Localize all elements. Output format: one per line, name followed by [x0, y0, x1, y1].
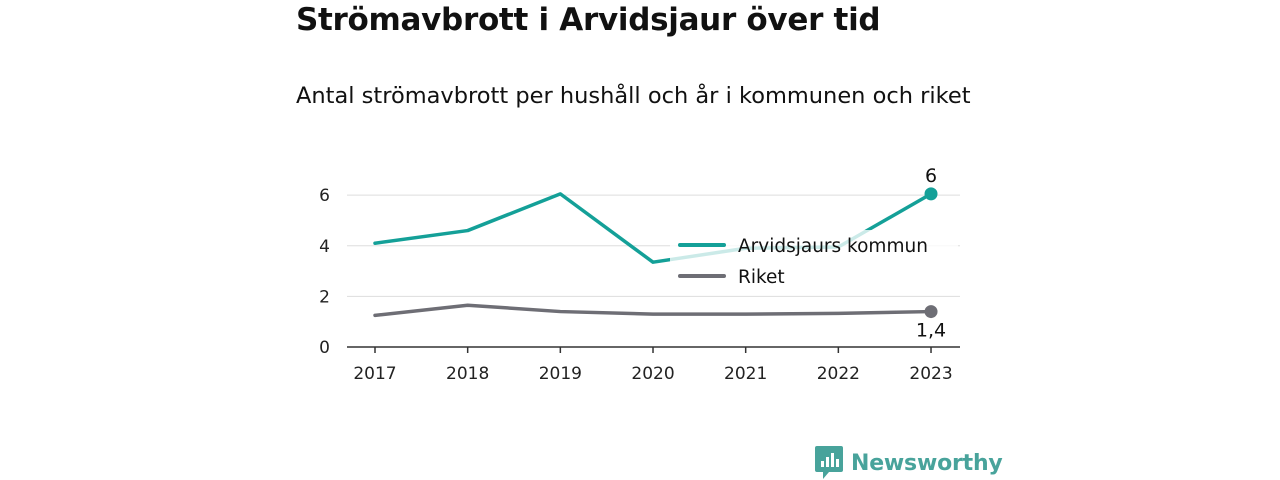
x-tick-label: 2021 — [724, 364, 767, 384]
x-tick-label: 2019 — [539, 364, 582, 384]
brand-name: Newsworthy — [851, 450, 1003, 476]
x-tick-label: 2018 — [446, 364, 489, 384]
line-chart: 0 2 4 6 2017 2018 2019 2020 2021 2022 2023 6 1,4 Arvi… — [319, 165, 960, 384]
legend-label: Arvidsjaurs kommun — [738, 236, 928, 257]
chart-subtitle: Antal strömavbrott per hushåll och år i … — [296, 83, 971, 109]
y-tick-label: 6 — [319, 186, 330, 206]
y-tick-label: 4 — [319, 237, 330, 257]
brand-logo: Newsworthy — [815, 446, 1003, 480]
newsworthy-logo-icon — [815, 446, 843, 479]
x-tick-label: 2017 — [353, 364, 396, 384]
y-tick-label: 0 — [319, 338, 330, 358]
x-tick-label: 2023 — [909, 364, 952, 384]
series-end-marker — [924, 187, 938, 201]
legend-label: Riket — [738, 267, 785, 288]
series-end-label: 1,4 — [916, 320, 946, 342]
y-tick-label: 2 — [319, 287, 330, 307]
x-tick-label: 2020 — [631, 364, 674, 384]
legend-background — [670, 230, 958, 294]
x-tick-label: 2022 — [817, 364, 860, 384]
series-end-marker — [924, 305, 938, 319]
series-line-riket — [373, 303, 933, 318]
series-end-label: 6 — [925, 165, 937, 187]
chart-title: Strömavbrott i Arvidsjaur över tid — [296, 2, 881, 38]
